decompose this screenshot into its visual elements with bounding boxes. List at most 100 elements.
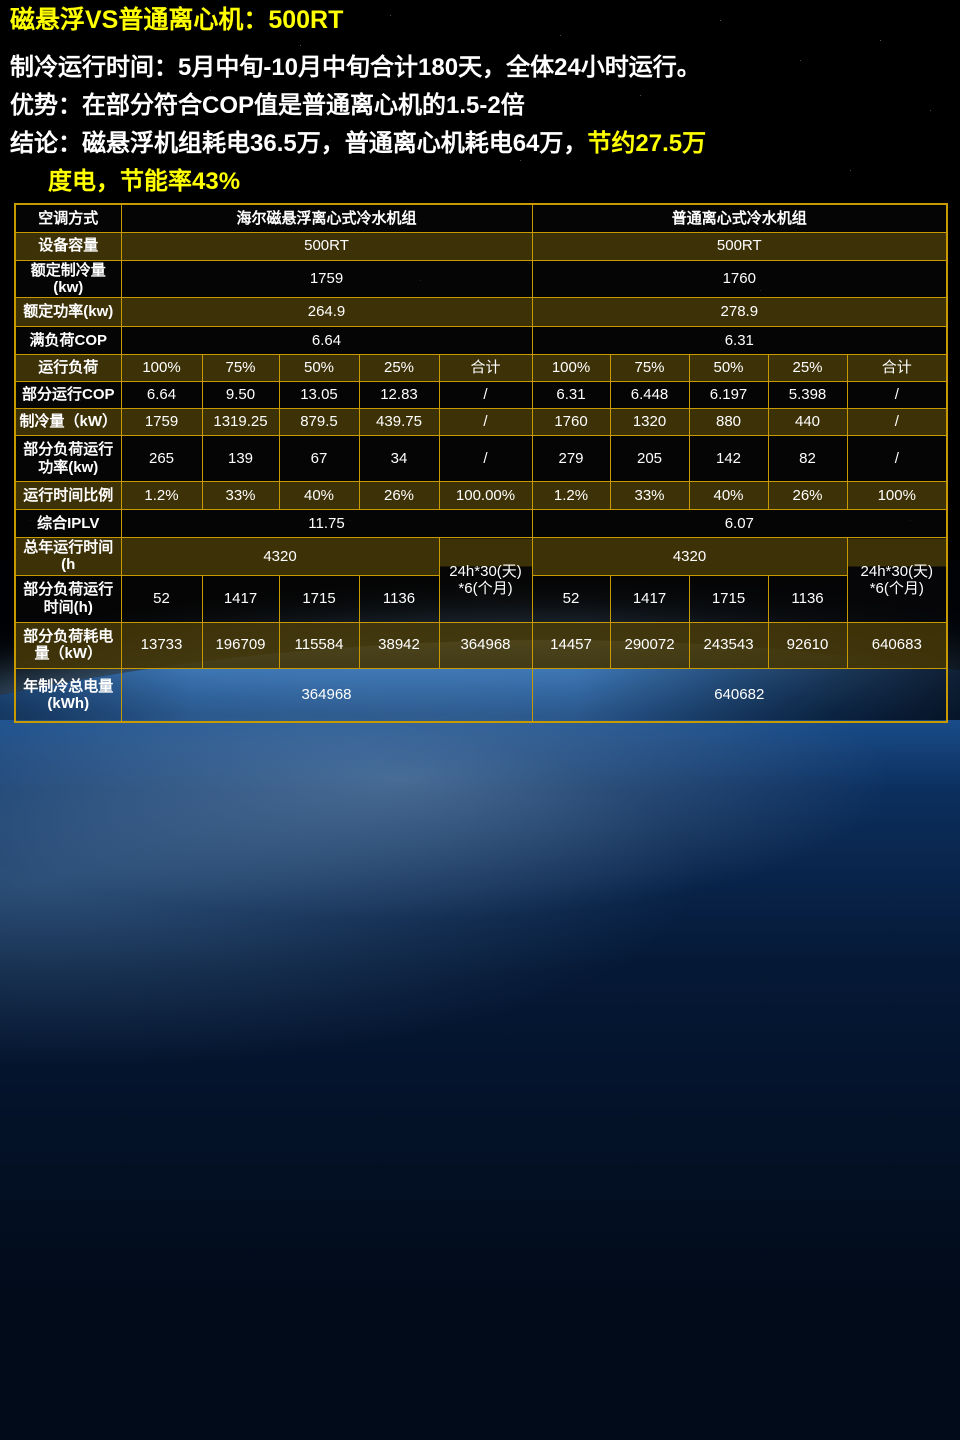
cell: 264.9: [120, 297, 533, 327]
row-label: 部分运行COP: [14, 381, 122, 409]
slide: 磁悬浮VS普通离心机：500RT 制冷运行时间：5月中旬-10月中旬合计180天…: [10, 4, 954, 723]
cell: 40%: [278, 481, 360, 510]
table-row: 年制冷总电量(kWh) 364968 640682: [14, 667, 948, 723]
cell: 1417: [609, 574, 690, 623]
cell: 40%: [688, 481, 769, 510]
cell: 52: [531, 574, 611, 623]
advantage-line: 优势：在部分符合COP值是普通离心机的1.5-2倍: [10, 92, 525, 119]
cell: 640683: [846, 621, 948, 669]
cell: 1759: [120, 408, 203, 436]
cell: 50%: [688, 354, 769, 382]
normal-header-cell: 普通离心式冷水机组: [531, 203, 948, 233]
cell: 439.75: [358, 408, 440, 436]
cell: 6.64: [120, 326, 533, 355]
cell: 25%: [767, 354, 848, 382]
cell: 364968: [120, 667, 533, 723]
cell: 6.64: [120, 381, 203, 409]
hours-note-cell: 24h*30(天) *6(个月): [438, 537, 533, 623]
row-label: 综合IPLV: [14, 509, 122, 538]
cell: 1715: [278, 574, 360, 623]
cell: 6.31: [531, 381, 611, 409]
cell: 75%: [201, 354, 280, 382]
hours-note-line1: 24h*30(天): [449, 562, 522, 580]
cell: 4320: [531, 537, 848, 576]
haier-header-cell: 海尔磁悬浮离心式冷水机组: [120, 203, 533, 233]
cell: 26%: [358, 481, 440, 510]
cell: 1417: [201, 574, 280, 623]
cell: 440: [767, 408, 848, 436]
slide-title: 磁悬浮VS普通离心机：500RT: [10, 6, 344, 34]
table-row: 部分负荷耗电量（kW） 13733 196709 115584 38942 36…: [14, 621, 948, 669]
cell: 38942: [358, 621, 440, 669]
row-label: 运行时间比例: [14, 481, 122, 510]
cell: /: [438, 435, 533, 482]
cell: 100%: [531, 354, 611, 382]
cell: 279: [531, 435, 611, 482]
cell: 33%: [201, 481, 280, 510]
cell: /: [846, 435, 948, 482]
cell: 265: [120, 435, 203, 482]
cell: 1760: [531, 408, 611, 436]
conclusion-line2: 度电，节能率43%: [48, 168, 241, 195]
hours-note-cell: 24h*30(天) *6(个月): [846, 537, 948, 623]
row-label: 运行负荷: [14, 354, 122, 382]
table-row: 额定制冷量(kw) 1759 1760: [14, 259, 948, 298]
slide-header: 磁悬浮VS普通离心机：500RT 制冷运行时间：5月中旬-10月中旬合计180天…: [10, 4, 954, 204]
cell: 243543: [688, 621, 769, 669]
comparison-table: 空调方式 海尔磁悬浮离心式冷水机组 普通离心式冷水机组 设备容量 500RT 5…: [14, 203, 949, 723]
table-row: 满负荷COP 6.64 6.31: [14, 326, 948, 355]
cell: 75%: [609, 354, 690, 382]
cell: 278.9: [531, 297, 948, 327]
cell: /: [846, 381, 948, 409]
row-label: 设备容量: [14, 231, 122, 261]
table-row: 空调方式 海尔磁悬浮离心式冷水机组 普通离心式冷水机组: [14, 203, 948, 233]
table-row: 部分负荷运行功率(kw) 265 139 67 34 / 279 205 142…: [14, 435, 948, 482]
row-label: 部分负荷耗电量（kW）: [14, 621, 122, 669]
row-label: 部分负荷运行时间(h): [14, 574, 122, 623]
cell: 4320: [120, 537, 440, 576]
cell: 290072: [609, 621, 690, 669]
cell: 67: [278, 435, 360, 482]
table-row: 总年运行时间(h 4320 24h*30(天) *6(个月) 4320 24h*3…: [14, 537, 948, 623]
cell: 880: [688, 408, 769, 436]
cell: 139: [201, 435, 280, 482]
hours-note-line1: 24h*30(天): [860, 562, 934, 580]
cell: 13733: [120, 621, 203, 669]
conclusion-highlight: 节约27.5万: [587, 130, 707, 157]
cell: 1759: [120, 259, 533, 298]
cell: 6.31: [531, 326, 948, 355]
conclusion-text: 结论：磁悬浮机组耗电36.5万，普通离心机耗电64万，: [10, 130, 588, 157]
table-row: 部分运行COP 6.64 9.50 13.05 12.83 / 6.31 6.4…: [14, 381, 948, 409]
row-label: 总年运行时间(h: [14, 537, 122, 576]
cell: /: [846, 408, 948, 436]
cell: 115584: [278, 621, 360, 669]
cell: 100.00%: [438, 481, 533, 510]
cell: 100%: [120, 354, 203, 382]
cell: 100%: [846, 481, 948, 510]
cell: 14457: [531, 621, 611, 669]
hours-note-line2: *6(个月): [869, 579, 924, 597]
cell: 13.05: [278, 381, 360, 409]
cell: 26%: [767, 481, 848, 510]
cell: 500RT: [531, 231, 948, 261]
cell: 92610: [767, 621, 848, 669]
cell: 82: [767, 435, 848, 482]
row-label: 制冷量（kW）: [14, 408, 122, 436]
cell: 1320: [609, 408, 690, 436]
table-row: 制冷量（kW） 1759 1319.25 879.5 439.75 / 1760…: [14, 408, 948, 436]
cell: 34: [358, 435, 440, 482]
row-label: 年制冷总电量(kWh): [14, 667, 122, 723]
cell: 1715: [688, 574, 769, 623]
cell: 11.75: [120, 509, 533, 538]
row-label: 部分负荷运行功率(kw): [14, 435, 122, 482]
cell: 142: [688, 435, 769, 482]
cell: 364968: [438, 621, 533, 669]
cell: 12.83: [358, 381, 440, 409]
cell: 205: [609, 435, 690, 482]
cell: 9.50: [201, 381, 280, 409]
hours-note-line2: *6(个月): [458, 579, 513, 597]
cell: 33%: [609, 481, 690, 510]
conclusion-line: 结论：磁悬浮机组耗电36.5万，普通离心机耗电64万，节约27.5万: [10, 128, 954, 159]
cell: 500RT: [120, 231, 533, 261]
runtime-line: 制冷运行时间：5月中旬-10月中旬合计180天，全体24小时运行。: [10, 54, 701, 81]
